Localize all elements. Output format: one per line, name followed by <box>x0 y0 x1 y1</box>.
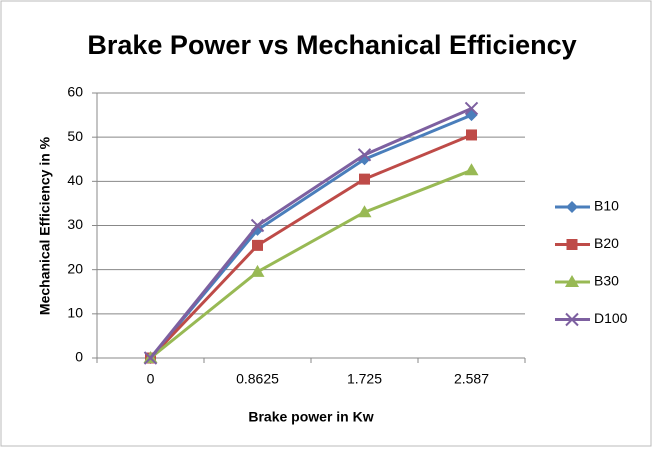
data-point <box>359 173 370 185</box>
y-tick-label: 0 <box>75 349 83 365</box>
legend-label: B10 <box>594 198 619 214</box>
legend-label: D100 <box>594 310 628 326</box>
data-point <box>357 148 372 162</box>
x-axis-label: Brake power in Kw <box>248 409 373 425</box>
y-axis-label: Mechanical Efficiency in % <box>37 136 53 315</box>
x-tick-label: 0 <box>147 371 155 387</box>
legend-marker <box>566 239 578 250</box>
data-point <box>464 101 479 116</box>
x-tick-label: 0.8625 <box>236 371 279 387</box>
data-point <box>252 239 263 251</box>
legend-marker <box>565 312 579 327</box>
series-line <box>149 168 473 360</box>
y-tick-label: 50 <box>67 128 83 144</box>
y-tick-label: 60 <box>67 84 83 100</box>
legend-label: B30 <box>594 273 619 289</box>
legend-marker <box>565 275 579 287</box>
y-tick-label: 30 <box>67 216 83 232</box>
data-point <box>250 264 265 277</box>
y-tick-label: 20 <box>67 260 83 276</box>
x-tick-label: 2.587 <box>454 371 489 387</box>
legend-label: B20 <box>594 235 619 251</box>
data-point <box>466 129 477 141</box>
x-tick-label: 1.725 <box>347 371 382 387</box>
series-line <box>149 133 473 360</box>
chart-title: Brake Power vs Mechanical Efficiency <box>87 30 576 60</box>
data-point <box>250 218 265 233</box>
data-point <box>464 163 479 176</box>
data-point <box>357 205 372 218</box>
series-line <box>149 107 473 359</box>
y-tick-label: 10 <box>67 305 83 321</box>
legend-marker <box>566 201 578 213</box>
data-point <box>143 351 158 365</box>
y-tick-label: 40 <box>67 172 83 188</box>
